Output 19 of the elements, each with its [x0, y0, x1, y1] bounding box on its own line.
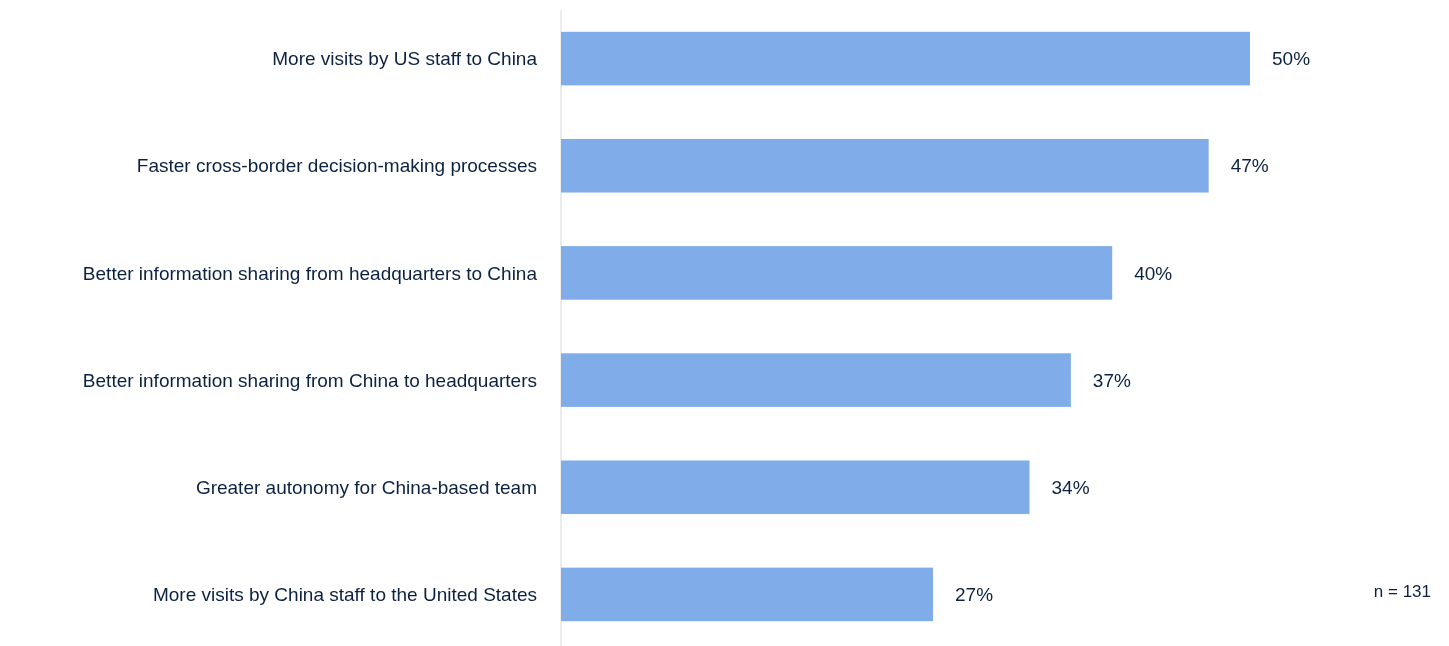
data-label: 50%	[1272, 48, 1311, 70]
data-label: 34%	[1051, 476, 1090, 498]
y-tick-label: More visits by US staff to China	[272, 48, 538, 70]
data-label: 37%	[1092, 369, 1131, 391]
y-tick-label: Greater autonomy for China-based team	[195, 476, 537, 498]
data-label: 47%	[1230, 155, 1269, 177]
y-tick-label: More visits by China staff to the United States	[152, 584, 537, 606]
bar	[561, 246, 1113, 300]
text: n = 131	[1373, 581, 1431, 601]
data-label: 27%	[955, 584, 994, 606]
bar	[561, 567, 934, 622]
y-tick-label: Faster cross-border decision-making processes	[136, 155, 537, 177]
data-label: 40%	[1134, 262, 1173, 284]
y-tick-label: Better information sharing from China to headquarters	[82, 369, 537, 391]
y-tick-label: Better information sharing from headquarters to China	[82, 262, 538, 284]
bar	[561, 31, 1250, 86]
bar	[561, 353, 1071, 407]
bar	[561, 138, 1209, 193]
bar	[561, 460, 1030, 515]
